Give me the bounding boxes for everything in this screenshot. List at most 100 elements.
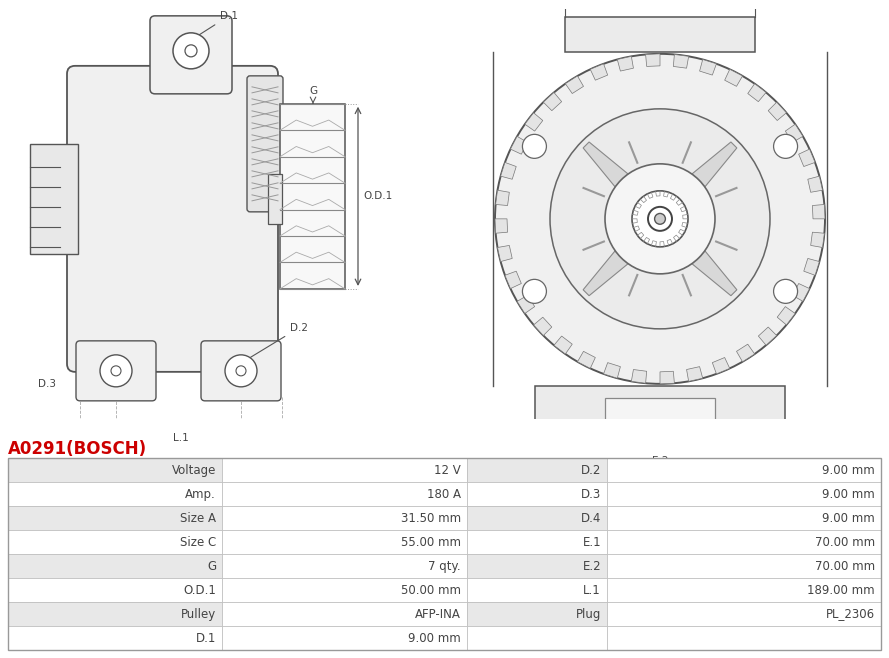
Polygon shape xyxy=(768,102,787,120)
Text: G: G xyxy=(207,559,216,572)
Bar xyxy=(535,386,785,436)
Text: D.4: D.4 xyxy=(581,511,601,524)
Text: PL_2306: PL_2306 xyxy=(826,607,875,620)
Text: G: G xyxy=(309,86,317,96)
Text: Size A: Size A xyxy=(180,511,216,524)
Bar xyxy=(30,144,78,254)
Text: 7 qty.: 7 qty. xyxy=(428,559,461,572)
Circle shape xyxy=(173,33,209,69)
Text: 189.00 mm: 189.00 mm xyxy=(807,584,875,597)
Text: 180 A: 180 A xyxy=(427,488,461,501)
Text: Plug: Plug xyxy=(575,607,601,620)
FancyBboxPatch shape xyxy=(150,16,232,94)
Polygon shape xyxy=(777,307,795,325)
Text: A0291(BOSCH): A0291(BOSCH) xyxy=(8,440,147,458)
Circle shape xyxy=(773,134,797,159)
Polygon shape xyxy=(808,176,822,192)
Text: L.1: L.1 xyxy=(173,433,188,443)
Bar xyxy=(268,174,282,224)
Text: E.2: E.2 xyxy=(582,559,601,572)
Text: D.1: D.1 xyxy=(196,632,216,644)
Bar xyxy=(607,626,881,650)
Circle shape xyxy=(632,191,688,247)
Bar xyxy=(467,626,607,650)
Bar xyxy=(8,602,222,626)
Bar xyxy=(222,602,467,626)
Circle shape xyxy=(523,280,547,303)
Polygon shape xyxy=(590,64,608,80)
FancyBboxPatch shape xyxy=(76,341,156,401)
Circle shape xyxy=(654,213,665,224)
Bar xyxy=(565,17,755,52)
Text: D.2: D.2 xyxy=(581,464,601,476)
Polygon shape xyxy=(712,357,730,374)
Text: O.D.1: O.D.1 xyxy=(183,584,216,597)
Text: D.3: D.3 xyxy=(581,488,601,501)
Text: 9.00 mm: 9.00 mm xyxy=(822,488,875,501)
Polygon shape xyxy=(785,124,803,142)
Circle shape xyxy=(773,280,797,303)
Polygon shape xyxy=(686,367,702,382)
Bar xyxy=(467,578,607,602)
Bar xyxy=(605,398,715,430)
Polygon shape xyxy=(510,136,527,154)
Polygon shape xyxy=(496,190,509,205)
Bar xyxy=(607,458,881,482)
Text: 9.00 mm: 9.00 mm xyxy=(822,511,875,524)
Bar xyxy=(467,458,607,482)
Text: 9.00 mm: 9.00 mm xyxy=(408,632,461,644)
Polygon shape xyxy=(525,113,543,131)
Polygon shape xyxy=(736,344,755,362)
Bar xyxy=(280,104,345,289)
Polygon shape xyxy=(554,336,573,354)
Text: O.D.1: O.D.1 xyxy=(363,191,392,201)
Polygon shape xyxy=(798,149,815,166)
FancyBboxPatch shape xyxy=(201,341,281,401)
Text: 70.00 mm: 70.00 mm xyxy=(815,559,875,572)
Circle shape xyxy=(100,355,132,387)
Polygon shape xyxy=(517,295,534,313)
Polygon shape xyxy=(725,69,742,86)
Polygon shape xyxy=(653,142,737,225)
Polygon shape xyxy=(748,84,766,101)
Circle shape xyxy=(648,207,672,231)
Polygon shape xyxy=(604,363,621,378)
Text: 50.00 mm: 50.00 mm xyxy=(401,584,461,597)
Bar xyxy=(222,578,467,602)
Bar xyxy=(222,506,467,530)
Text: L.1: L.1 xyxy=(583,584,601,597)
Text: 9.00 mm: 9.00 mm xyxy=(822,464,875,476)
Text: Size C: Size C xyxy=(180,536,216,549)
Bar xyxy=(607,506,881,530)
Bar xyxy=(607,602,881,626)
Bar xyxy=(467,506,607,530)
Bar xyxy=(8,578,222,602)
Polygon shape xyxy=(565,76,583,93)
Polygon shape xyxy=(583,142,667,225)
Bar xyxy=(607,554,881,578)
Polygon shape xyxy=(673,55,689,68)
Polygon shape xyxy=(495,219,508,233)
Text: E.2: E.2 xyxy=(652,456,669,466)
Bar xyxy=(8,458,881,650)
Polygon shape xyxy=(811,232,824,247)
Polygon shape xyxy=(653,213,737,295)
Bar xyxy=(222,554,467,578)
Circle shape xyxy=(523,134,547,159)
Polygon shape xyxy=(700,59,717,75)
Bar xyxy=(467,530,607,554)
Bar xyxy=(8,554,222,578)
Text: Voltage: Voltage xyxy=(172,464,216,476)
Text: Amp.: Amp. xyxy=(185,488,216,501)
Text: E.1: E.1 xyxy=(582,536,601,549)
Text: D.1: D.1 xyxy=(198,11,238,36)
Text: 12 V: 12 V xyxy=(434,464,461,476)
Bar xyxy=(467,602,607,626)
Bar xyxy=(8,458,222,482)
Text: D.3: D.3 xyxy=(38,379,56,389)
Polygon shape xyxy=(583,213,667,295)
Bar xyxy=(8,530,222,554)
Polygon shape xyxy=(501,163,517,179)
Circle shape xyxy=(236,366,246,376)
Text: A: A xyxy=(259,459,266,469)
